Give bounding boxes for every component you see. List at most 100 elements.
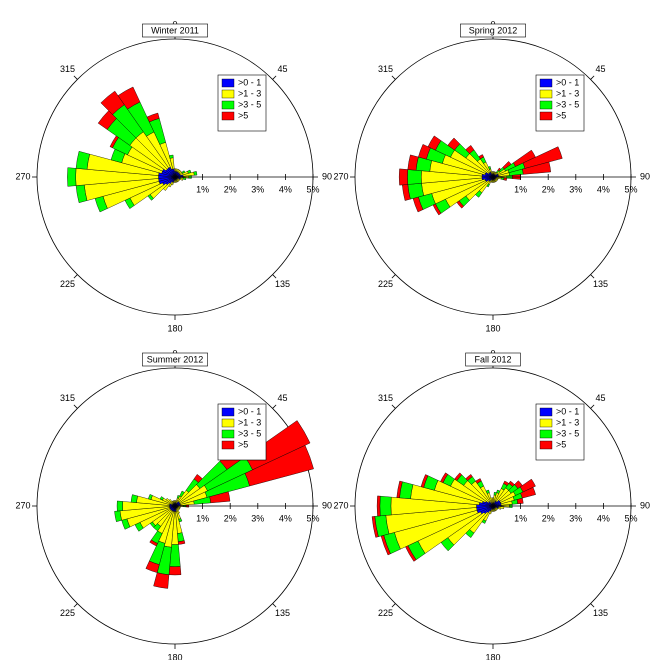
legend-swatch <box>539 89 553 99</box>
direction-label: 90 <box>322 171 332 181</box>
radial-tick-label: 2% <box>224 513 237 523</box>
radial-tick-label: 4% <box>597 184 610 194</box>
direction-label: 135 <box>593 279 608 289</box>
radial-tick-label: 2% <box>224 184 237 194</box>
wedge-segment <box>440 472 449 483</box>
radial-tick-label: 5% <box>306 513 319 523</box>
legend-label: >0 - 1 <box>238 406 261 416</box>
wedge-segment <box>516 497 524 505</box>
wedge-segment <box>490 497 493 504</box>
wedge-segment <box>146 112 160 123</box>
wedge-segment <box>114 510 122 522</box>
wedge-segment <box>173 500 175 504</box>
wedge-segment <box>371 516 379 538</box>
direction-tick <box>391 75 396 80</box>
wedge-segment <box>447 137 461 151</box>
radial-tick-label: 1% <box>196 184 209 194</box>
legend-label: >0 - 1 <box>238 77 261 87</box>
wedge-segment <box>522 161 551 175</box>
direction-label: 90 <box>322 500 332 510</box>
legend-swatch <box>539 429 553 439</box>
wedge-segment <box>418 144 431 160</box>
wedge-segment <box>465 474 473 481</box>
wedge-segment <box>168 566 182 576</box>
legend-label: >3 - 5 <box>556 99 579 109</box>
wedge-segment <box>376 495 381 517</box>
direction-tick <box>73 75 78 80</box>
direction-tick <box>73 274 78 279</box>
radial-tick-label: 2% <box>542 513 555 523</box>
wedge-segment <box>67 167 77 187</box>
legend-swatch <box>539 418 553 428</box>
legend-swatch <box>221 440 235 450</box>
direction-tick <box>73 603 78 608</box>
direction-tick <box>272 603 277 608</box>
legend-swatch <box>221 418 235 428</box>
radial-tick-label: 5% <box>624 513 637 523</box>
radial-tick-label: 3% <box>569 184 582 194</box>
direction-label: 270 <box>15 500 30 510</box>
wedge-segment <box>117 86 141 110</box>
direction-label: 180 <box>167 323 182 333</box>
title-box <box>142 23 208 38</box>
direction-tick <box>73 404 78 409</box>
legend-label: >3 - 5 <box>556 428 579 438</box>
wedge-segment <box>478 154 484 160</box>
direction-label: 270 <box>333 171 348 181</box>
legend-swatch <box>221 78 235 88</box>
wedge-segment <box>398 168 408 186</box>
radial-tick-label: 3% <box>251 184 264 194</box>
legend-swatch <box>221 111 235 121</box>
wedge-segment <box>148 494 153 500</box>
legend-swatch <box>221 100 235 110</box>
radial-tick-label: 4% <box>597 513 610 523</box>
legend-swatch <box>221 407 235 417</box>
wedge-segment <box>165 497 174 505</box>
direction-tick <box>590 404 595 409</box>
direction-tick <box>590 274 595 279</box>
legend-swatch <box>539 100 553 110</box>
direction-tick <box>590 75 595 80</box>
title-box <box>142 352 208 367</box>
direction-label: 315 <box>60 64 75 74</box>
legend-label: >3 - 5 <box>238 428 261 438</box>
wedge-segment <box>153 572 170 589</box>
legend-swatch <box>221 89 235 99</box>
title-box <box>460 23 526 38</box>
direction-tick <box>590 603 595 608</box>
direction-label: 45 <box>277 393 287 403</box>
legend-label: >1 - 3 <box>238 417 261 427</box>
legend-swatch <box>539 440 553 450</box>
legend-label: >3 - 5 <box>238 99 261 109</box>
wedge-segment <box>407 154 419 171</box>
direction-label: 135 <box>275 279 290 289</box>
wedge-segment <box>427 135 442 151</box>
direction-label: 270 <box>15 171 30 181</box>
wedge-segment <box>498 506 505 510</box>
wedge-segment <box>168 498 174 505</box>
direction-label: 45 <box>595 64 605 74</box>
direction-label: 45 <box>277 64 287 74</box>
wedge-segment <box>116 500 123 512</box>
radial-tick-label: 5% <box>624 184 637 194</box>
legend-label: >1 - 3 <box>238 88 261 98</box>
wedge-segment <box>396 480 403 499</box>
panel-title: Summer 2012 <box>147 354 204 364</box>
wedge-segment <box>522 146 563 169</box>
radial-tick-label: 4% <box>279 184 292 194</box>
radial-tick-label: 2% <box>542 184 555 194</box>
legend-label: >5 <box>238 439 248 449</box>
wedge-segment <box>420 474 429 488</box>
direction-label: 270 <box>333 500 348 510</box>
direction-tick <box>272 404 277 409</box>
direction-tick <box>391 603 396 608</box>
wind-rose-panel: 045901351802252703151%2%3%4%5%Summer 201… <box>15 348 332 660</box>
wind-rose-panel: 045901351802252703151%2%3%4%5%Fall 2012>… <box>333 348 650 660</box>
wedge-segment <box>244 445 314 487</box>
wedge-segment <box>209 491 231 504</box>
direction-label: 135 <box>275 608 290 618</box>
direction-tick <box>272 75 277 80</box>
wedge-segment <box>145 560 160 573</box>
radial-tick-label: 4% <box>279 513 292 523</box>
wedge-segment <box>100 90 125 115</box>
